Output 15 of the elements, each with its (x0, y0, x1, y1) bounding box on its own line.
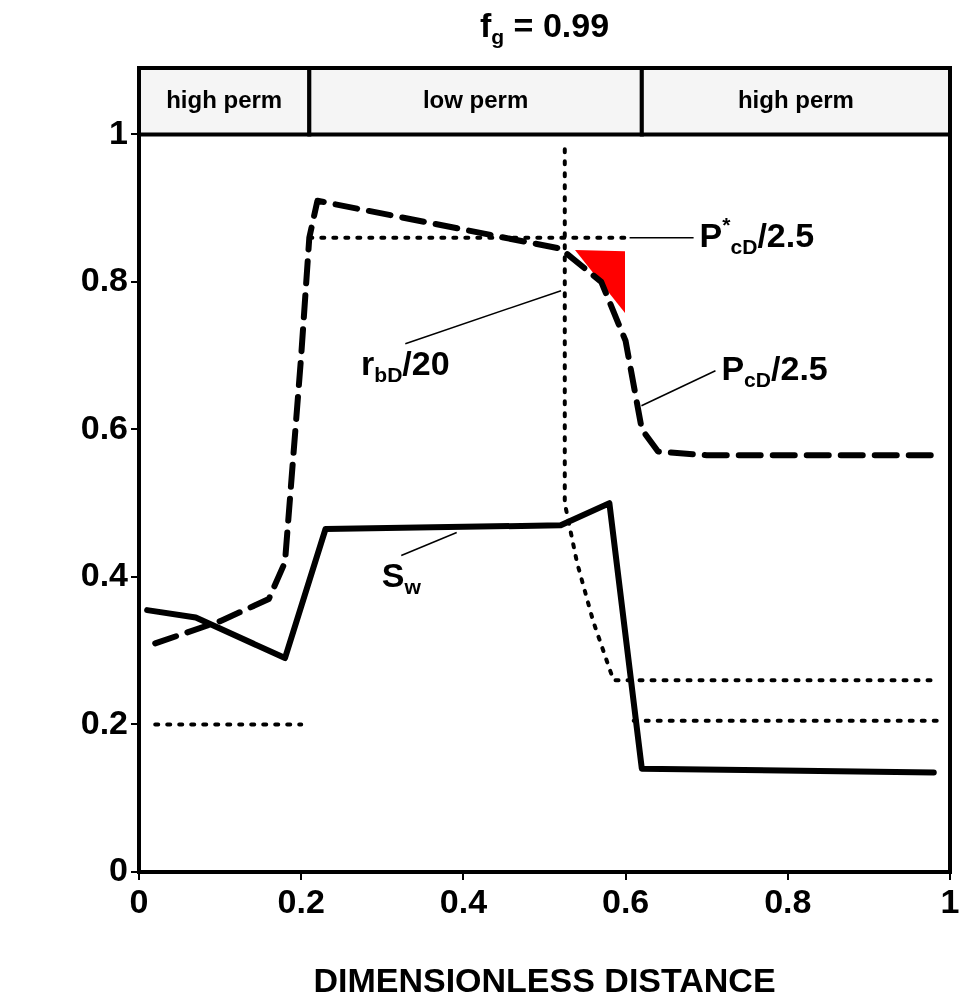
band-label: high perm (166, 85, 283, 113)
band-label: low perm (422, 85, 529, 113)
y-tick-label: 0.2 (80, 702, 128, 741)
y-tick-label: 1 (109, 112, 128, 151)
x-tick-label: 0.6 (601, 881, 650, 920)
x-tick-label: 1 (940, 881, 960, 920)
x-tick-label: 0.2 (277, 881, 325, 920)
x-tick-label: 0.4 (439, 881, 488, 920)
x-tick-label: 0.8 (764, 881, 812, 920)
x-axis-title: DIMENSIONLESS DISTANCE (313, 960, 776, 999)
y-tick-label: 0.8 (80, 260, 128, 299)
band-label: high perm (737, 85, 854, 113)
y-tick-label: 0.4 (80, 555, 129, 594)
y-tick-label: 0 (109, 850, 128, 889)
y-tick-label: 0.6 (80, 407, 128, 446)
